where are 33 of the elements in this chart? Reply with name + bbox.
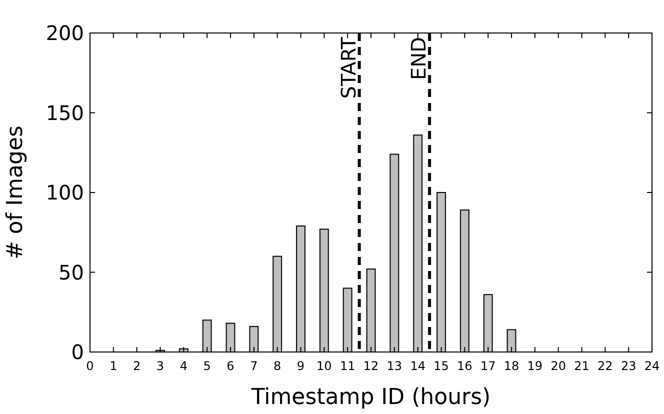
y-tick-label: 50: [58, 260, 84, 284]
x-tick-label: 0: [86, 359, 94, 373]
x-tick-label: 17: [480, 359, 496, 373]
x-tick-label: 14: [410, 359, 426, 373]
x-tick-label: 7: [250, 359, 258, 373]
x-axis-title: Timestamp ID (hours): [250, 385, 491, 410]
x-tick-label: 9: [296, 359, 305, 373]
x-tick-label: 3: [156, 359, 164, 373]
y-axis-title: # of Images: [3, 126, 28, 260]
ref-line-label: END: [406, 37, 431, 80]
ref-line-label: START: [336, 36, 360, 99]
x-tick-label: 4: [180, 359, 188, 373]
x-tick-label: 11: [340, 359, 356, 373]
y-tick-label: 200: [46, 21, 84, 45]
y-tick-label: 150: [46, 100, 84, 125]
x-tick-label: 6: [226, 359, 234, 373]
x-tick-label: 15: [434, 359, 449, 373]
x-tick-label: 5: [203, 359, 211, 373]
x-tick-label: 1: [110, 359, 118, 373]
x-tick-label: 21: [574, 359, 590, 373]
x-tick-label: 23: [620, 359, 636, 373]
x-tick-label: 18: [504, 359, 520, 373]
x-tick-label: 12: [363, 359, 379, 373]
x-tick-label: 10: [316, 359, 332, 373]
x-tick-label: 2: [133, 359, 141, 373]
x-tick-label: 20: [550, 359, 566, 373]
x-tick-label: 13: [386, 359, 402, 373]
x-tick-label: 22: [598, 359, 613, 373]
x-tick-label: 24: [644, 359, 660, 373]
x-tick-label: 8: [274, 359, 282, 373]
x-tick-label: 19: [527, 359, 543, 373]
x-tick-label: 16: [457, 359, 472, 373]
y-tick-label: 100: [46, 180, 84, 204]
